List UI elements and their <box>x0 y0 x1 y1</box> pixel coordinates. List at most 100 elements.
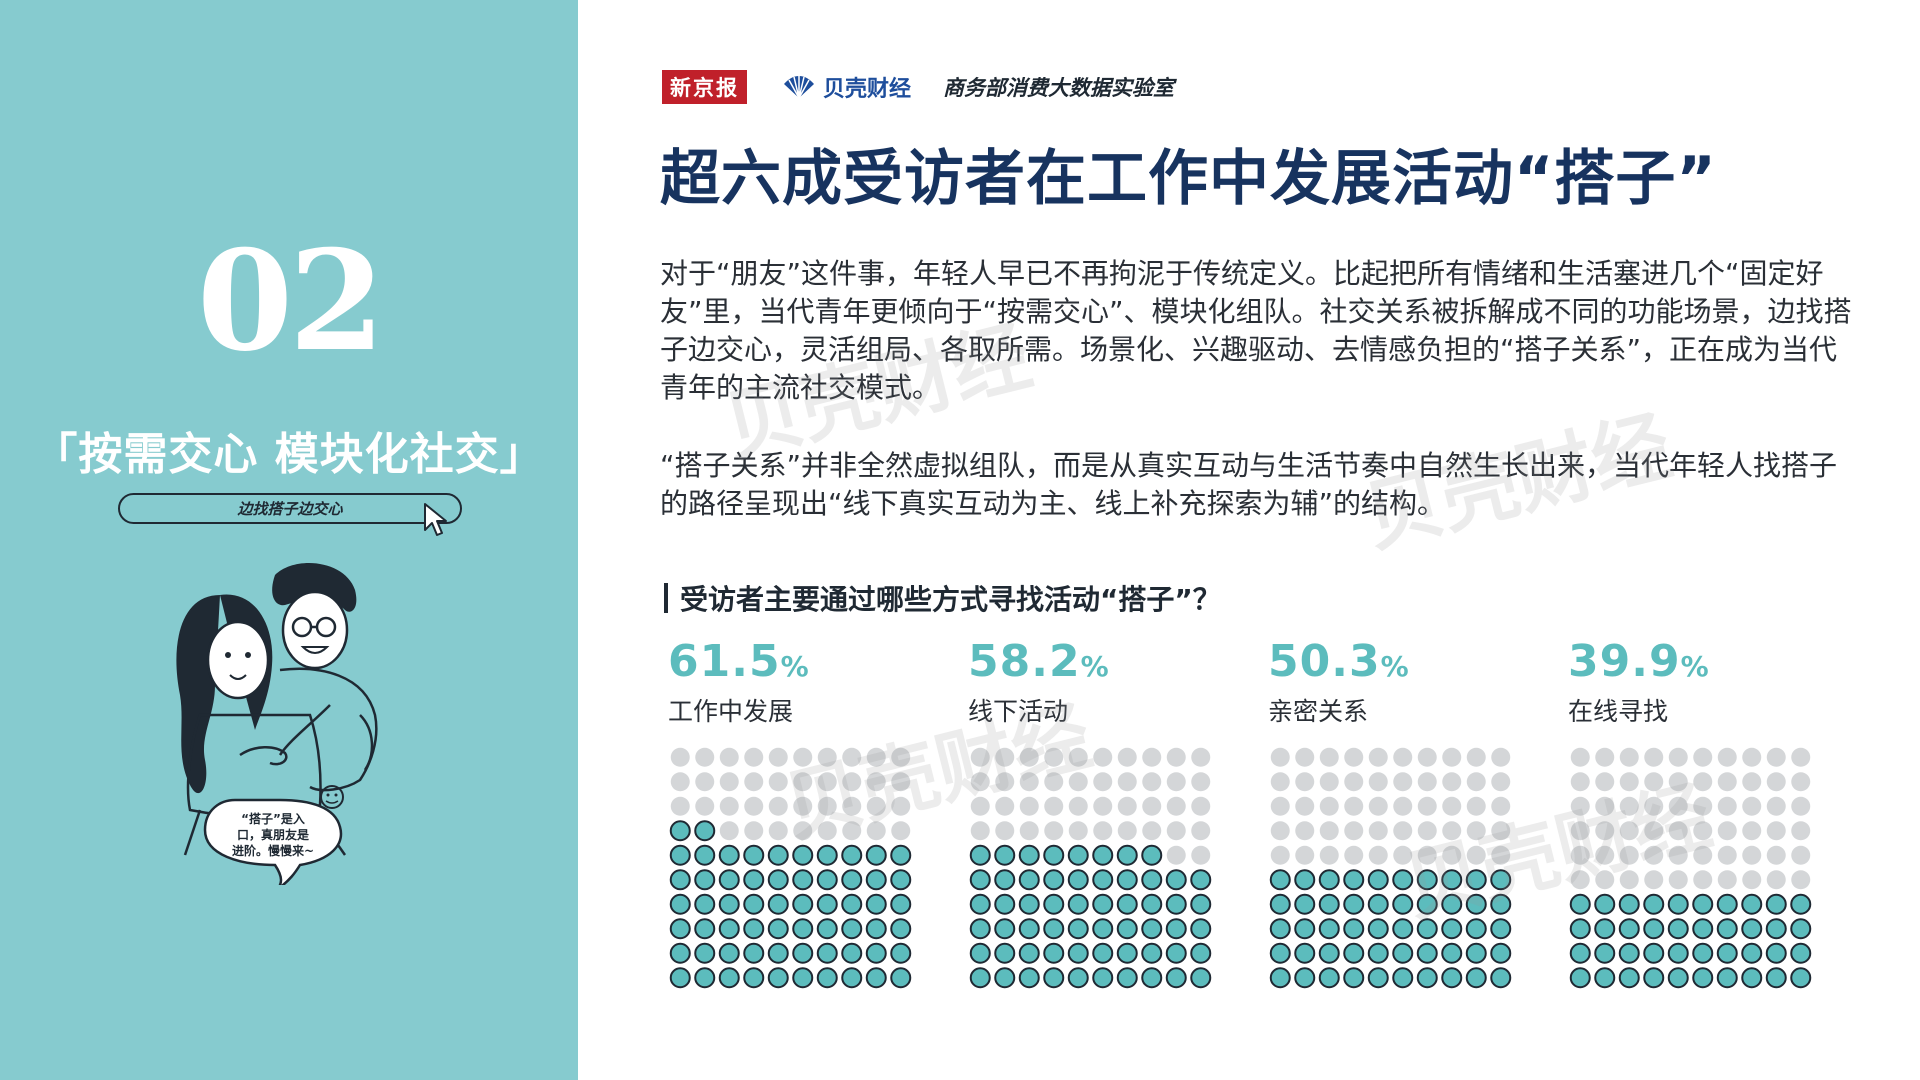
dot-empty <box>695 772 715 792</box>
dot-filled <box>994 893 1016 915</box>
dot-empty <box>1766 747 1786 767</box>
dot-filled <box>1269 893 1291 915</box>
dot-filled <box>841 967 863 989</box>
dot-empty <box>866 772 886 792</box>
dot-filled <box>994 967 1016 989</box>
dot-empty <box>995 772 1015 792</box>
dot-filled <box>1367 869 1389 891</box>
dot-filled <box>1141 869 1163 891</box>
dot-filled <box>1569 893 1591 915</box>
dot-filled <box>1367 918 1389 940</box>
dot-empty <box>1019 772 1039 792</box>
dot-filled <box>1318 967 1340 989</box>
paragraph-1: 对于“朋友”这件事，年轻人早已不再拘泥于传统定义。比起把所有情绪和生活塞进几个“… <box>660 257 1852 404</box>
dot-empty <box>1417 796 1437 816</box>
dot-empty <box>1117 821 1137 841</box>
dot-grid <box>969 747 1212 989</box>
dot-empty <box>1491 845 1511 865</box>
dot-empty <box>1668 796 1688 816</box>
stat-value: 58.2% <box>968 640 1228 684</box>
dot-empty <box>670 772 690 792</box>
dot-filled <box>669 893 691 915</box>
dot-empty <box>1466 747 1486 767</box>
dot-filled <box>1318 869 1340 891</box>
dot-filled <box>816 844 838 866</box>
dot-empty <box>891 747 911 767</box>
dot-empty <box>1766 821 1786 841</box>
dot-empty <box>1491 772 1511 792</box>
dot-filled <box>1165 918 1187 940</box>
dot-filled <box>767 967 789 989</box>
dot-empty <box>695 747 715 767</box>
dot-filled <box>1367 942 1389 964</box>
dot-empty <box>1344 821 1364 841</box>
dot-filled <box>890 942 912 964</box>
dot-empty <box>1191 845 1211 865</box>
dot-filled <box>1116 869 1138 891</box>
dot-empty <box>1044 821 1064 841</box>
dot-empty <box>1717 796 1737 816</box>
dot-filled <box>1269 918 1291 940</box>
dot-filled <box>1441 869 1463 891</box>
dot-empty <box>1693 870 1713 890</box>
dot-empty <box>1166 845 1186 865</box>
search-pill-text: 边找搭子边交心 <box>237 500 343 518</box>
dot-filled <box>1392 918 1414 940</box>
dot-filled <box>1416 942 1438 964</box>
dot-filled <box>1141 967 1163 989</box>
dot-empty <box>1791 747 1811 767</box>
dot-filled <box>1141 893 1163 915</box>
dot-filled <box>1116 844 1138 866</box>
dot-empty <box>842 747 862 767</box>
dot-filled <box>694 869 716 891</box>
dot-empty <box>1742 870 1762 890</box>
dot-filled <box>1294 918 1316 940</box>
dot-empty <box>793 796 813 816</box>
stat-value: 39.9% <box>1568 640 1828 684</box>
dot-empty <box>1766 796 1786 816</box>
dot-empty <box>970 772 990 792</box>
speech-line-2: 口，真朋友是 <box>237 827 310 842</box>
dot-filled <box>1018 893 1040 915</box>
dot-empty <box>1466 845 1486 865</box>
dot-filled <box>1067 869 1089 891</box>
dot-filled <box>969 967 991 989</box>
search-pill[interactable]: 边找搭子边交心 <box>118 493 462 524</box>
dot-filled <box>1594 893 1616 915</box>
dot-filled <box>1165 967 1187 989</box>
brand-beike: 贝壳财经 <box>781 71 911 103</box>
dot-empty <box>891 772 911 792</box>
dot-filled <box>1269 869 1291 891</box>
dot-empty <box>1068 747 1088 767</box>
dot-filled <box>1092 844 1114 866</box>
dot-filled <box>1141 844 1163 866</box>
dot-filled <box>669 918 691 940</box>
dot-filled <box>1569 918 1591 940</box>
dot-empty <box>1019 821 1039 841</box>
dot-empty <box>1668 821 1688 841</box>
dot-empty <box>1295 747 1315 767</box>
dot-filled <box>743 942 765 964</box>
dot-filled <box>1441 942 1463 964</box>
dot-empty <box>1717 772 1737 792</box>
dot-empty <box>1668 870 1688 890</box>
dot-empty <box>1619 796 1639 816</box>
dot-filled <box>816 918 838 940</box>
dot-filled <box>792 893 814 915</box>
dot-filled <box>1716 942 1738 964</box>
dot-empty <box>1570 870 1590 890</box>
dot-empty <box>1393 845 1413 865</box>
dot-empty <box>1093 772 1113 792</box>
dot-empty <box>1595 796 1615 816</box>
dot-empty <box>1791 845 1811 865</box>
dot-filled <box>743 967 765 989</box>
dot-filled <box>1667 967 1689 989</box>
dot-empty <box>1166 821 1186 841</box>
chart-question: 受访者主要通过哪些方式寻找活动“搭子”？ <box>664 578 1221 618</box>
dot-empty <box>1442 747 1462 767</box>
dot-empty <box>1270 747 1290 767</box>
dot-filled <box>1716 967 1738 989</box>
dot-empty <box>1570 796 1590 816</box>
dot-filled <box>1116 942 1138 964</box>
dot-filled <box>1741 893 1763 915</box>
